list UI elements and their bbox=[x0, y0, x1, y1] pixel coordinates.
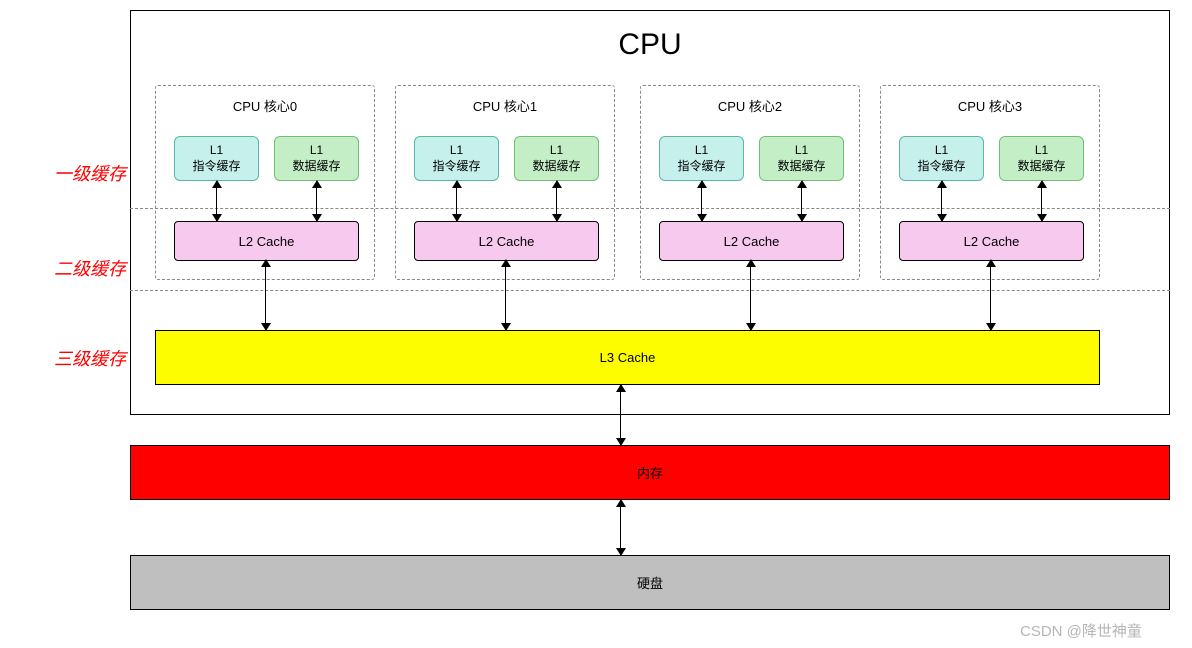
l1i-line1: L1 bbox=[935, 143, 948, 159]
l1-instruction-cache: L1指令缓存 bbox=[899, 136, 984, 181]
arrow-l1d-l2 bbox=[316, 181, 317, 221]
arrow-l2-l3-core2 bbox=[750, 260, 751, 330]
l3-cache: L3 Cache bbox=[155, 330, 1100, 385]
arrow-l1d-l2 bbox=[801, 181, 802, 221]
arrow-l2-l3-core0 bbox=[265, 260, 266, 330]
arrow-memory-disk bbox=[620, 500, 621, 555]
l1i-line2: 指令缓存 bbox=[677, 159, 725, 175]
arrow-l2-l3-core3 bbox=[990, 260, 991, 330]
l1i-line1: L1 bbox=[450, 143, 463, 159]
l1-data-cache: L1数据缓存 bbox=[999, 136, 1084, 181]
l2-cache: L2 Cache bbox=[899, 221, 1084, 261]
l1-instruction-cache: L1指令缓存 bbox=[414, 136, 499, 181]
l1i-line2: 指令缓存 bbox=[917, 159, 965, 175]
cpu-core-1: CPU 核心1L1指令缓存L1数据缓存L2 Cache bbox=[395, 85, 615, 280]
l1d-line1: L1 bbox=[795, 143, 808, 159]
memory-box: 内存 bbox=[130, 445, 1170, 500]
arrow-l1i-l2 bbox=[941, 181, 942, 221]
l1d-line2: 数据缓存 bbox=[532, 159, 580, 175]
l1-instruction-cache: L1指令缓存 bbox=[174, 136, 259, 181]
l2-cache-label: 二级缓存 bbox=[54, 255, 126, 281]
l1d-line1: L1 bbox=[1035, 143, 1048, 159]
arrow-l3-memory bbox=[620, 385, 621, 445]
cpu-core-2: CPU 核心2L1指令缓存L1数据缓存L2 Cache bbox=[640, 85, 860, 280]
cpu-core-title: CPU 核心0 bbox=[156, 96, 374, 115]
l1d-line1: L1 bbox=[310, 143, 323, 159]
watermark-text: CSDN @降世神童 bbox=[1020, 620, 1142, 641]
l1-instruction-cache: L1指令缓存 bbox=[659, 136, 744, 181]
arrow-l2-l3-core1 bbox=[505, 260, 506, 330]
l1d-line1: L1 bbox=[550, 143, 563, 159]
cpu-core-0: CPU 核心0L1指令缓存L1数据缓存L2 Cache bbox=[155, 85, 375, 280]
l2-cache: L2 Cache bbox=[659, 221, 844, 261]
l1i-line1: L1 bbox=[695, 143, 708, 159]
cpu-core-title: CPU 核心2 bbox=[641, 96, 859, 115]
cpu-core-title: CPU 核心3 bbox=[881, 96, 1099, 115]
cache-level-divider-1 bbox=[130, 290, 1170, 291]
l2-cache: L2 Cache bbox=[174, 221, 359, 261]
l1-data-cache: L1数据缓存 bbox=[274, 136, 359, 181]
disk-box: 硬盘 bbox=[130, 555, 1170, 610]
arrow-l1d-l2 bbox=[1041, 181, 1042, 221]
l3-cache-label: 三级缓存 bbox=[54, 345, 126, 371]
cpu-core-title: CPU 核心1 bbox=[396, 96, 614, 115]
l1-cache-label: 一级缓存 bbox=[54, 160, 126, 186]
l2-cache: L2 Cache bbox=[414, 221, 599, 261]
arrow-l1i-l2 bbox=[456, 181, 457, 221]
l1i-line1: L1 bbox=[210, 143, 223, 159]
arrow-l1i-l2 bbox=[216, 181, 217, 221]
l1-data-cache: L1数据缓存 bbox=[759, 136, 844, 181]
l1i-line2: 指令缓存 bbox=[432, 159, 480, 175]
arrow-l1d-l2 bbox=[556, 181, 557, 221]
l1d-line2: 数据缓存 bbox=[777, 159, 825, 175]
l1d-line2: 数据缓存 bbox=[292, 159, 340, 175]
cpu-core-3: CPU 核心3L1指令缓存L1数据缓存L2 Cache bbox=[880, 85, 1100, 280]
l1i-line2: 指令缓存 bbox=[192, 159, 240, 175]
l1-data-cache: L1数据缓存 bbox=[514, 136, 599, 181]
l1d-line2: 数据缓存 bbox=[1017, 159, 1065, 175]
cpu-title: CPU bbox=[130, 28, 1170, 62]
arrow-l1i-l2 bbox=[701, 181, 702, 221]
